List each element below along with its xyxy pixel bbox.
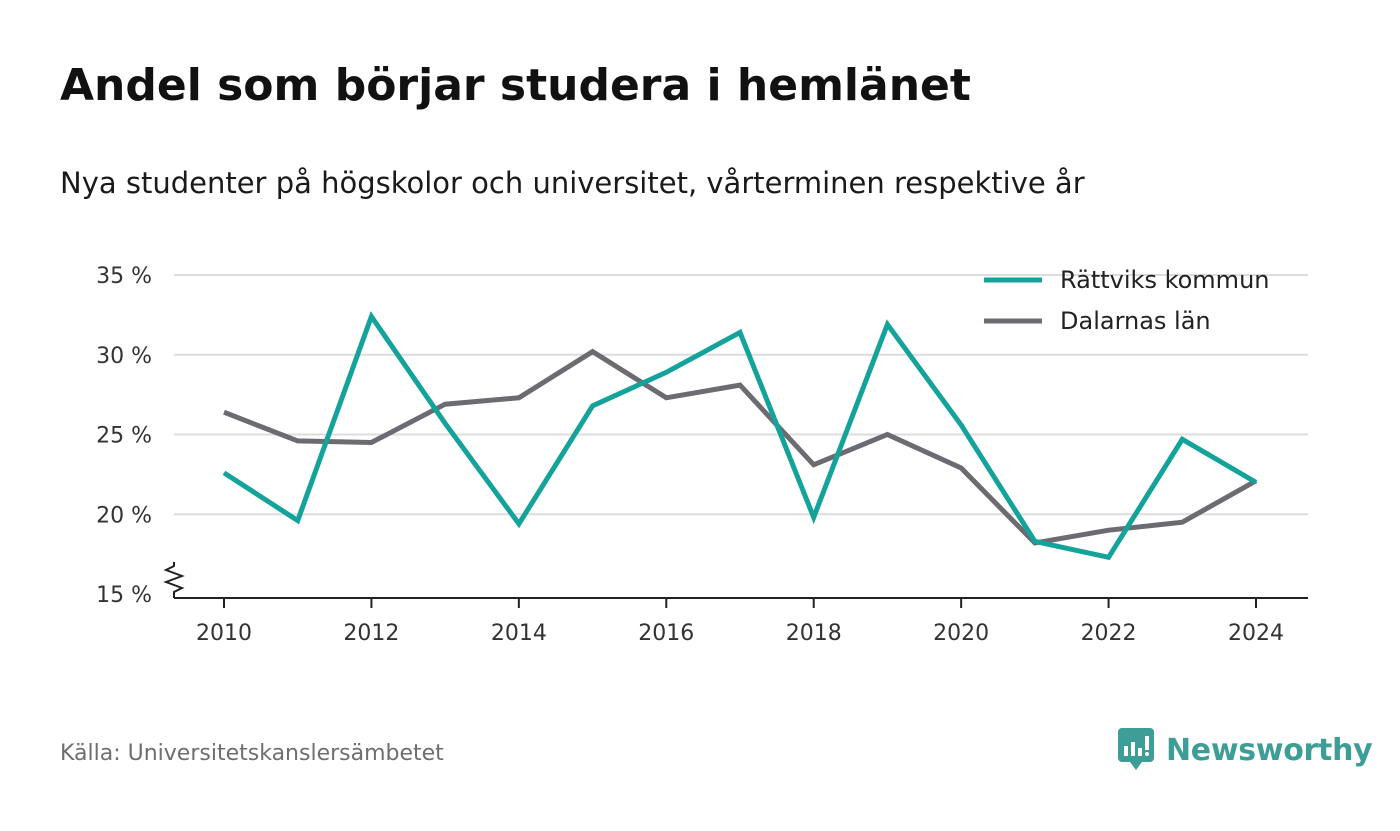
x-tick-label: 2018 [786, 621, 842, 646]
x-tick-label: 2024 [1228, 621, 1284, 646]
y-tick-label: 25 % [96, 424, 152, 449]
x-tick-label: 2016 [638, 621, 694, 646]
y-tick-label: 35 % [96, 264, 152, 289]
legend-label: Rättviks kommun [1060, 266, 1269, 294]
brand-name: Newsworthy [1166, 732, 1373, 768]
y-tick-label: 30 % [96, 344, 152, 369]
y-tick-label: 20 % [96, 503, 152, 528]
series-line-2 [223, 348, 1258, 546]
legend: Rättviks kommun Dalarnas län [984, 266, 1269, 335]
x-tick-label: 2020 [933, 621, 989, 646]
source-note: Källa: Universitetskanslersämbetet [60, 741, 444, 766]
brand-logo: Newsworthy [1118, 728, 1373, 772]
series-line-1 [222, 311, 1258, 561]
chart-subtitle: Nya studenter på högskolor och universit… [60, 166, 1085, 200]
x-tick-label: 2014 [491, 621, 547, 646]
newsworthy-logo-icon [1118, 728, 1154, 770]
chart-title: Andel som börjar studera i hemlänet [60, 60, 971, 111]
y-tick-label: 15 % [96, 583, 152, 608]
axes: 15 % 20 % 25 % 30 % 35 % 2010 2012 2014 2016 2018… [96, 264, 1308, 646]
x-tick-label: 2012 [343, 621, 399, 646]
x-tick-label: 2022 [1081, 621, 1137, 646]
series-lines [222, 311, 1258, 561]
x-tick-label: 2010 [196, 621, 252, 646]
grid-lines [174, 274, 1308, 516]
legend-label: Dalarnas län [1060, 307, 1211, 335]
y-axis-break-icon [163, 562, 185, 598]
